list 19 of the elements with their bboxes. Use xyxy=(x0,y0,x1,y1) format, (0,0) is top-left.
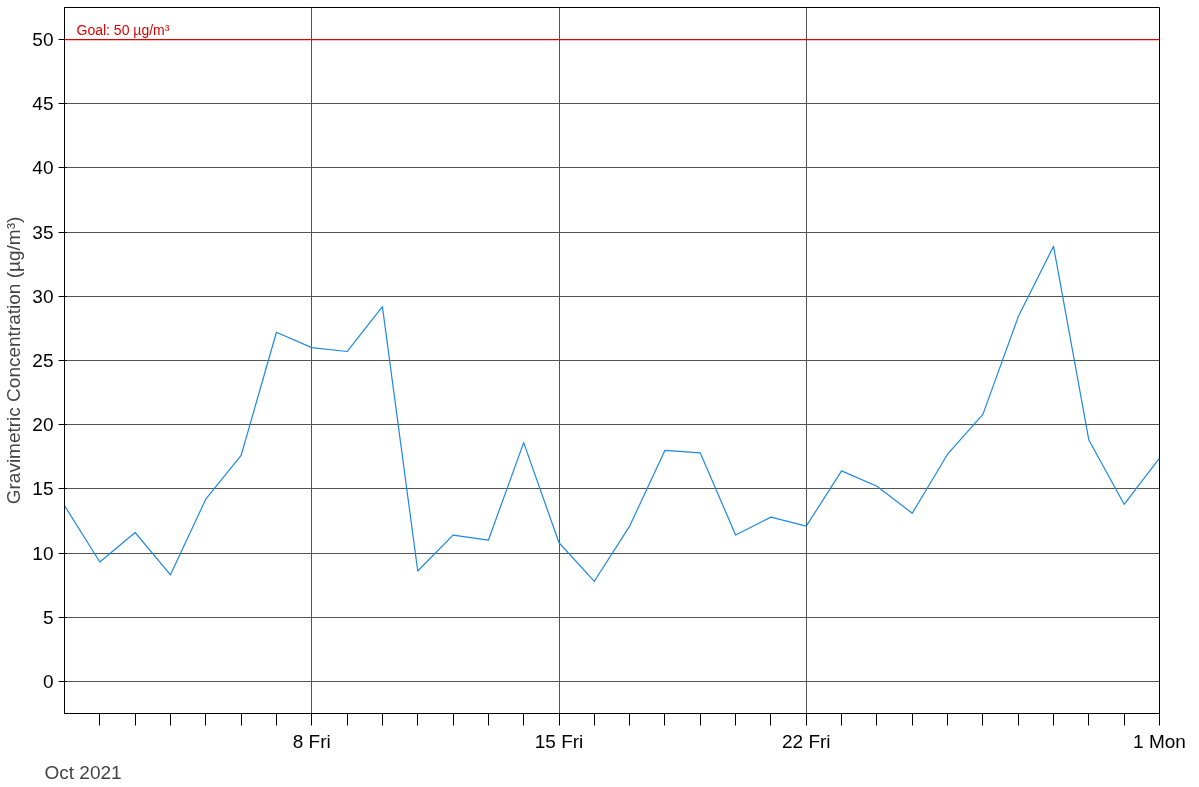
x-tick-label: 22 Fri xyxy=(781,730,831,752)
y-tick-label: 40 xyxy=(32,157,54,179)
y-tick-label: 30 xyxy=(32,285,54,307)
y-tick-label: 45 xyxy=(32,93,54,115)
ref-line-label: Goal: 50 µg/m³ xyxy=(76,21,170,38)
y-tick-label: 20 xyxy=(32,414,54,436)
y-tick-label: 0 xyxy=(42,670,54,692)
y-axis-title: Gravimetric Concentration (µg/m³) xyxy=(3,216,25,505)
y-tick-label: 25 xyxy=(32,350,54,371)
x-tick-label: 15 Fri xyxy=(534,730,584,752)
line-series xyxy=(64,245,1160,582)
x-tick-label: 8 Fri xyxy=(292,730,331,752)
x-tick-label: 1 Mon xyxy=(1133,730,1186,752)
y-tick-label: 50 xyxy=(32,29,54,51)
y-tick-label: 5 xyxy=(42,606,54,628)
y-tick-label: 15 xyxy=(32,478,54,500)
text: Oct 2021 xyxy=(44,761,122,783)
y-tick-label: 10 xyxy=(32,542,54,564)
y-tick-label: 35 xyxy=(32,221,54,243)
